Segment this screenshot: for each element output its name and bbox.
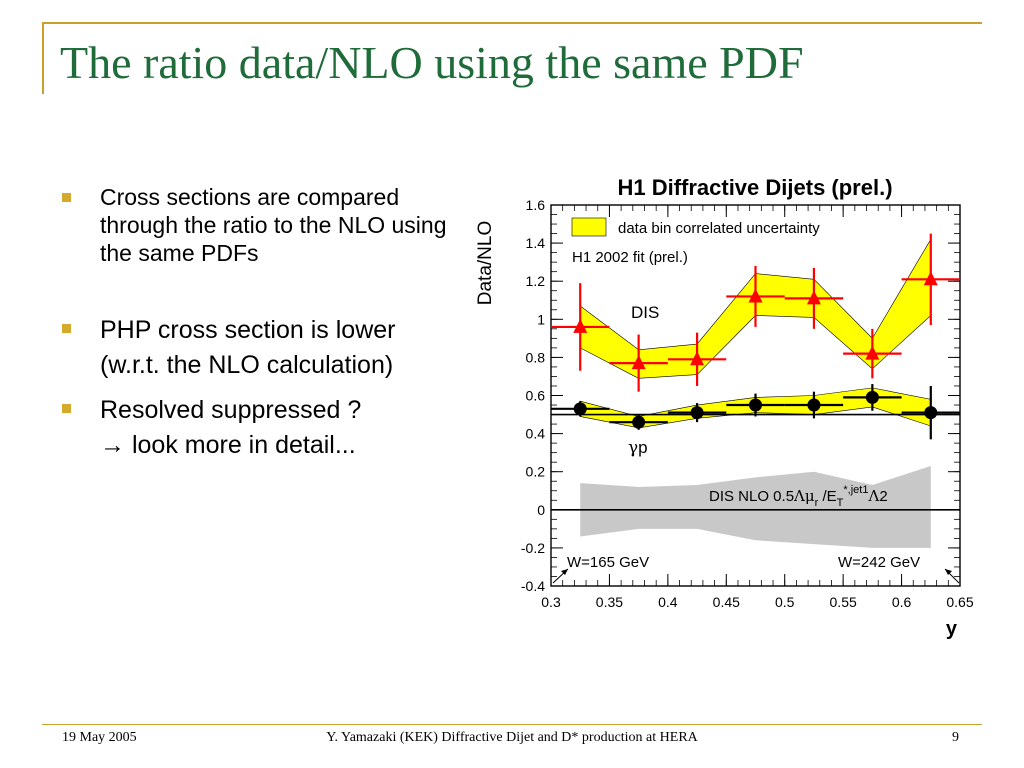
photoproduction-series-label: γp bbox=[628, 438, 648, 458]
data-point-circle bbox=[749, 398, 762, 412]
chart-title: H1 Diffractive Dijets (prel.) bbox=[617, 175, 892, 200]
dis-series-label: DIS bbox=[631, 303, 659, 322]
w-left-arrowhead-icon bbox=[561, 569, 568, 575]
nlo-uncertainty-band bbox=[580, 465, 931, 548]
bullet-list: Cross sections are compared through the … bbox=[62, 183, 452, 463]
legend-band-label: data bin correlated uncertainty bbox=[618, 220, 820, 237]
bullet-item: Resolved suppressed ? → look more in det… bbox=[62, 393, 452, 463]
x-tick-label: 0.5 bbox=[775, 594, 795, 610]
bullet-square-icon bbox=[62, 193, 71, 203]
y-tick-label: 1.4 bbox=[526, 235, 546, 251]
w-right-arrowhead-icon bbox=[945, 569, 952, 575]
footer-page-number: 9 bbox=[952, 730, 959, 745]
slide-title: The ratio data/NLO using the same PDF bbox=[60, 37, 804, 88]
y-tick-label: 0 bbox=[537, 502, 545, 518]
y-tick-label: 1.6 bbox=[526, 197, 546, 213]
data-point-triangle bbox=[631, 355, 646, 370]
bullet-square-icon bbox=[62, 324, 71, 334]
w-left-label: W=165 GeV bbox=[567, 554, 649, 571]
x-tick-label: 0.35 bbox=[596, 594, 623, 610]
bullet-text-continuation: look more in detail... bbox=[131, 431, 356, 459]
ratio-chart: H1 Diffractive Dijets (prel.) Data/NLO y… bbox=[475, 175, 974, 640]
data-point-triangle bbox=[690, 351, 705, 366]
footer-date: 19 May 2005 bbox=[62, 730, 137, 745]
data-point-triangle bbox=[806, 290, 821, 305]
bullet-square-icon bbox=[62, 404, 71, 414]
y-tick-label: -0.4 bbox=[521, 578, 545, 594]
x-tick-label: 0.4 bbox=[658, 594, 678, 610]
y-tick-label: -0.2 bbox=[521, 540, 545, 556]
bullet-item: Cross sections are compared through the … bbox=[62, 183, 452, 267]
y-tick-label: 0.6 bbox=[526, 388, 546, 404]
data-point-circle bbox=[924, 406, 938, 420]
footer-center-text: Y. Yamazaki (KEK) Diffractive Dijet and … bbox=[326, 730, 698, 745]
bullet-text: Resolved suppressed ? bbox=[100, 396, 362, 424]
y-axis-label: Data/NLO bbox=[475, 221, 496, 305]
bullet-text: Cross sections are compared through the … bbox=[100, 184, 447, 266]
bullet-item: PHP cross section is lower (w.r.t. the N… bbox=[62, 313, 452, 383]
data-point-circle bbox=[573, 402, 587, 416]
y-tick-label: 1.2 bbox=[526, 273, 546, 289]
w-right-label: W=242 GeV bbox=[838, 554, 920, 571]
right-arrow-icon: → bbox=[100, 431, 125, 459]
frame-left-rule bbox=[42, 22, 44, 94]
y-tick-label: 0.2 bbox=[526, 464, 546, 480]
data-point-triangle bbox=[748, 288, 763, 303]
data-point-circle bbox=[690, 406, 704, 420]
data-point-circle bbox=[865, 390, 879, 404]
legend-band-swatch bbox=[571, 217, 607, 237]
y-tick-label: 0.8 bbox=[526, 349, 546, 365]
x-axis-label: y bbox=[946, 618, 958, 640]
data-point-circle bbox=[632, 415, 646, 429]
frame-top-rule bbox=[42, 22, 982, 24]
x-tick-label: 0.65 bbox=[946, 594, 973, 610]
data-point-circle bbox=[807, 398, 821, 412]
x-tick-label: 0.3 bbox=[541, 594, 561, 610]
x-tick-label: 0.45 bbox=[713, 594, 740, 610]
data-point-triangle bbox=[865, 345, 880, 360]
bullet-text: PHP cross section is lower (w.r.t. the N… bbox=[100, 316, 396, 379]
x-tick-label: 0.6 bbox=[892, 594, 912, 610]
legend-fit-label: H1 2002 fit (prel.) bbox=[572, 249, 688, 266]
data-point-triangle bbox=[923, 271, 938, 286]
y-tick-label: 0.4 bbox=[526, 426, 546, 442]
data-point-triangle bbox=[573, 318, 588, 333]
nlo-uncertainty-label: DIS NLO 0.5Λμr /ET*,jet1Λ2 bbox=[709, 484, 888, 509]
x-tick-label: 0.55 bbox=[830, 594, 857, 610]
footer-rule bbox=[42, 724, 982, 725]
y-tick-label: 1 bbox=[537, 311, 545, 327]
